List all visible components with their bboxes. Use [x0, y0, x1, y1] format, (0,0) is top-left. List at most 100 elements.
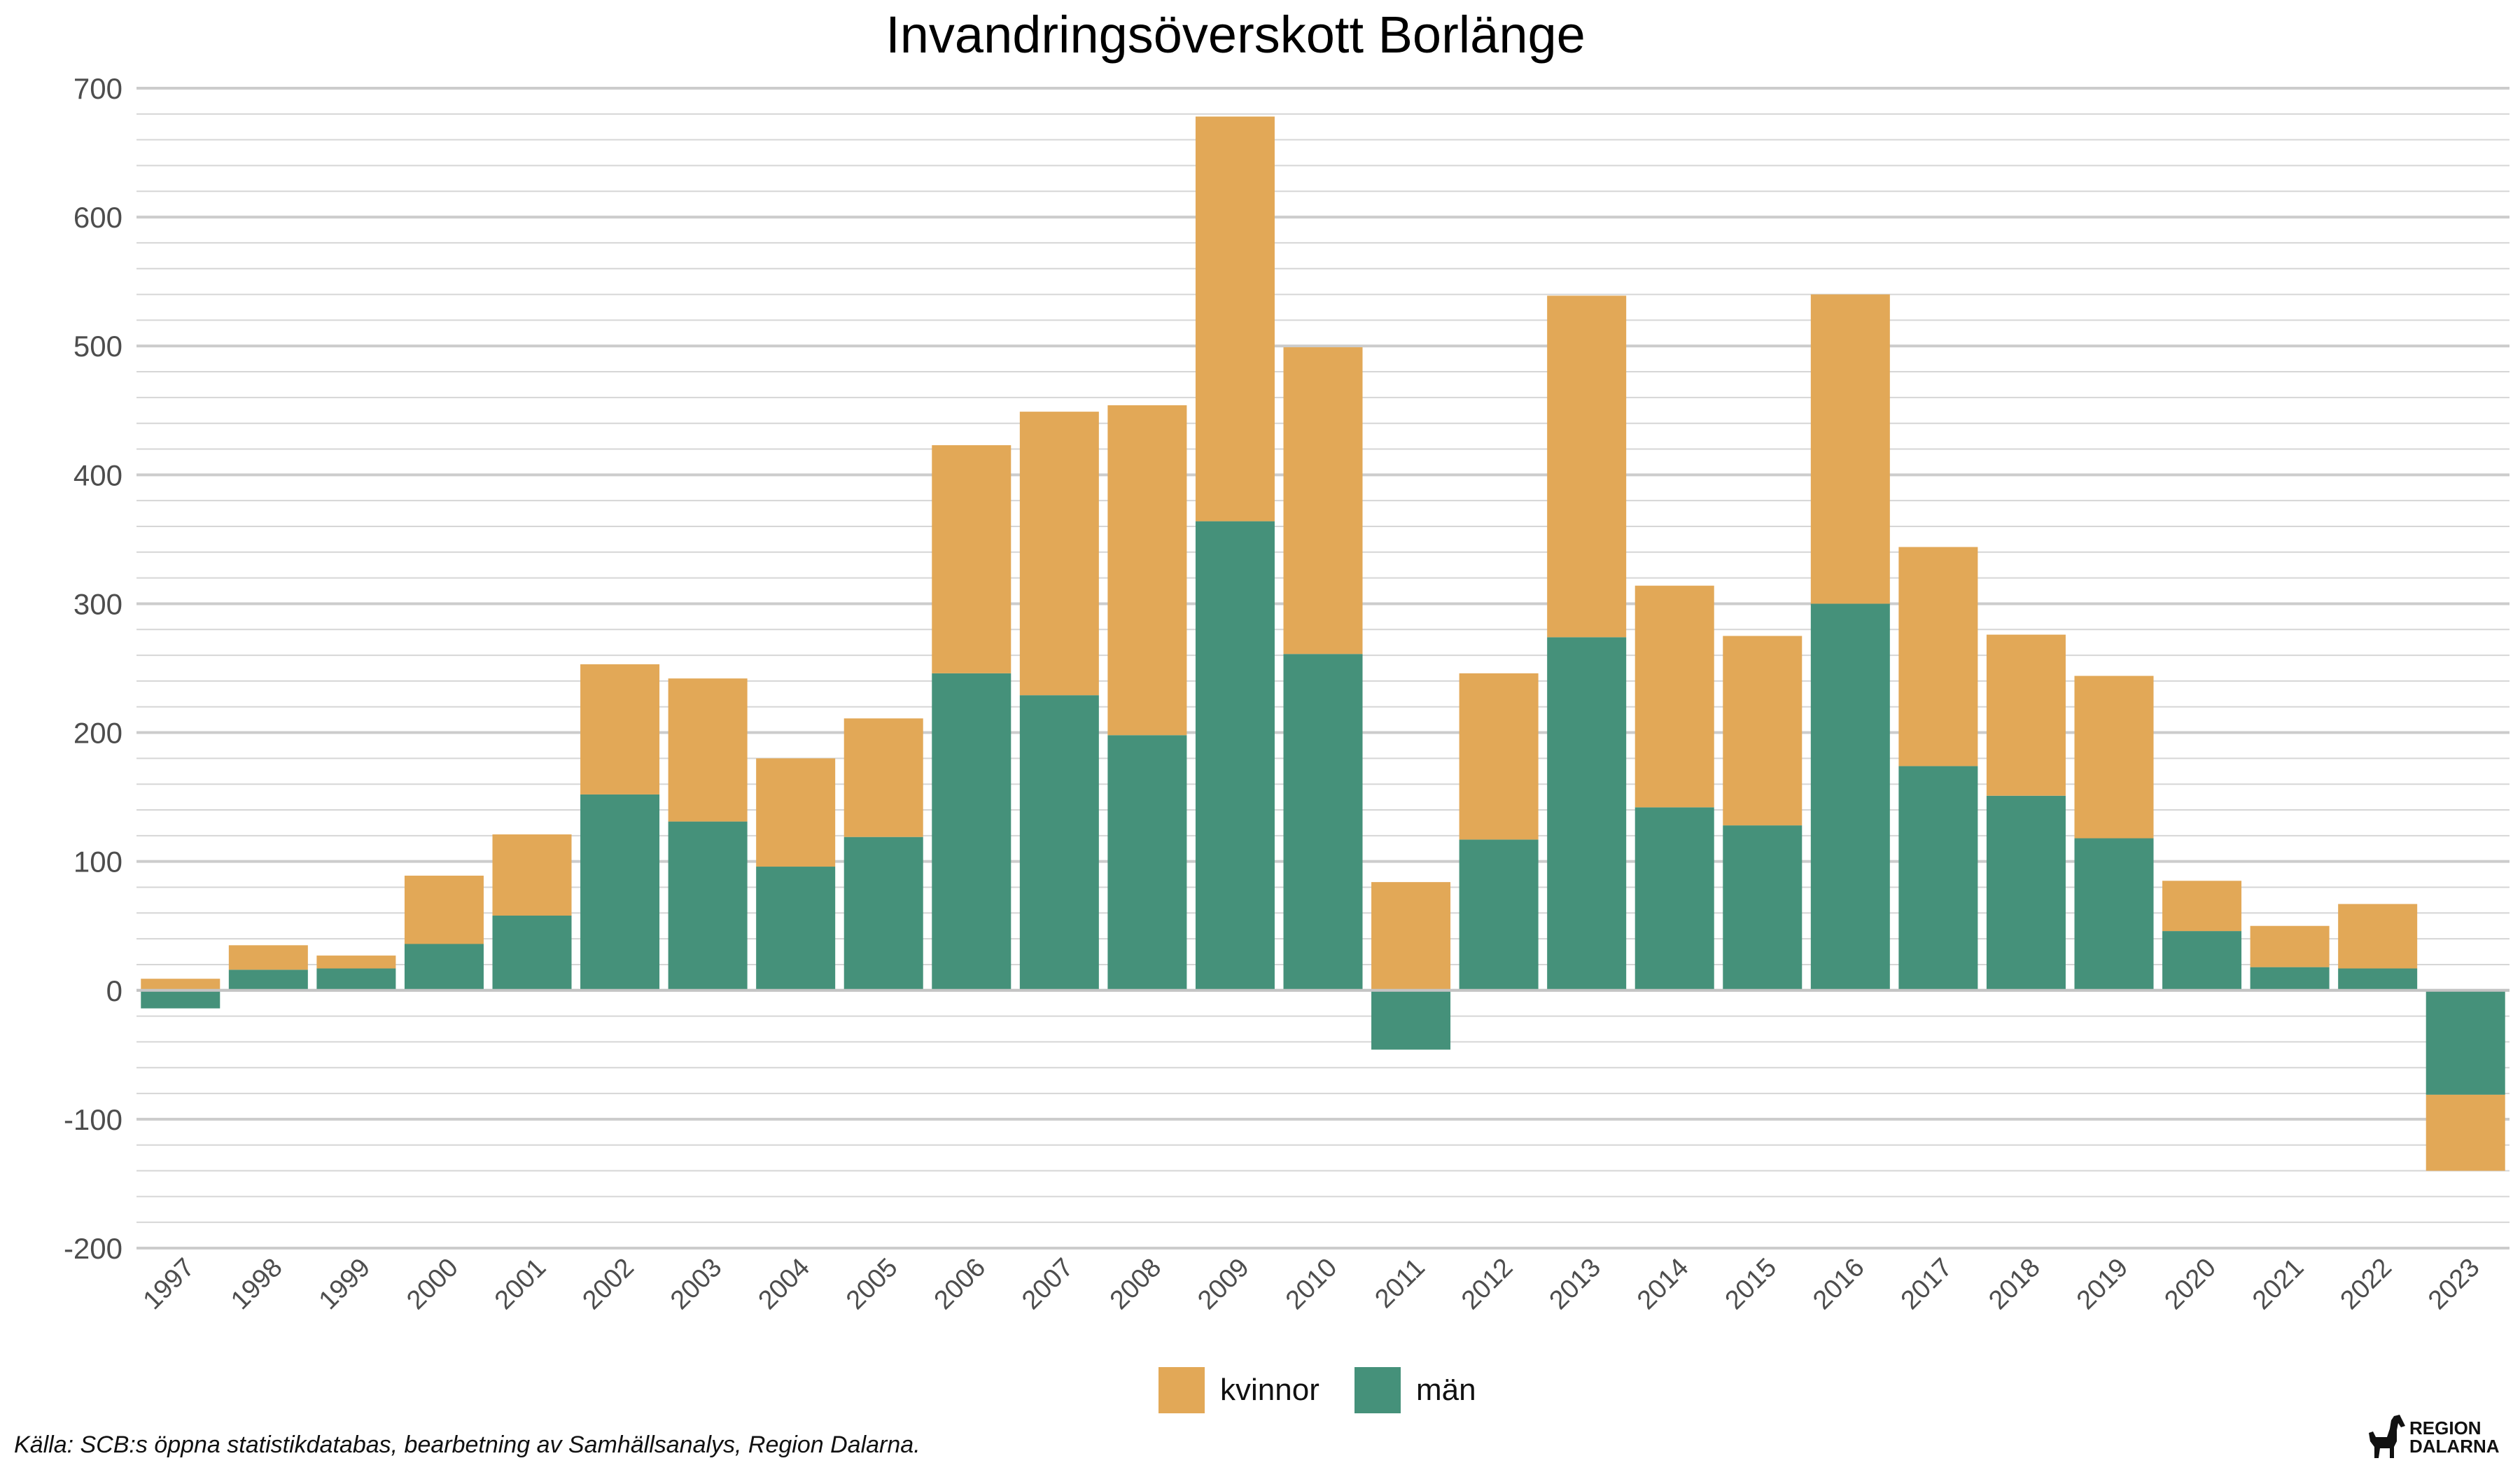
- y-tick-label: 100: [74, 846, 122, 878]
- x-tick-label: 1997: [138, 1253, 200, 1315]
- bar-man-2020: [2162, 931, 2242, 990]
- y-tick-label: -200: [64, 1232, 122, 1265]
- bar-man-2004: [756, 867, 836, 990]
- legend: kvinnor män: [1158, 1367, 1476, 1413]
- logo-text-line1: REGION: [2409, 1418, 2482, 1438]
- bar-man-2003: [668, 821, 748, 990]
- bar-kvinnor-2011: [1371, 882, 1451, 990]
- logo-text-line2: DALARNA: [2409, 1436, 2500, 1457]
- bar-kvinnor-2002: [580, 664, 660, 794]
- bar-kvinnor-2003: [668, 678, 748, 822]
- bar-man-1999: [316, 968, 396, 990]
- bar-man-2000: [404, 944, 484, 990]
- bar-man-1997: [141, 990, 220, 1009]
- bar-man-2014: [1634, 807, 1714, 990]
- bar-man-2001: [492, 915, 572, 990]
- bar-kvinnor-2007: [1019, 412, 1099, 696]
- y-tick-label: 400: [74, 458, 122, 491]
- bar-man-2011: [1371, 990, 1451, 1050]
- bar-man-2012: [1459, 839, 1539, 990]
- x-tick-label: 2010: [1280, 1253, 1343, 1315]
- x-tick-label: 2022: [2335, 1253, 2398, 1315]
- x-tick-label: 2003: [665, 1253, 727, 1315]
- bar-man-2002: [580, 794, 660, 990]
- x-tick-label: 2005: [841, 1253, 903, 1315]
- bar-kvinnor-2005: [844, 718, 923, 837]
- bar-man-2010: [1283, 654, 1363, 990]
- y-tick-label: 0: [106, 974, 122, 1007]
- x-tick-label: 2006: [929, 1253, 991, 1315]
- x-tick-label: 2008: [1105, 1253, 1167, 1315]
- x-tick-label: 2007: [1016, 1253, 1079, 1315]
- y-tick-label: 600: [74, 201, 122, 234]
- x-tick-label: 2014: [1632, 1253, 1694, 1315]
- y-tick-label: 700: [74, 72, 122, 105]
- bar-kvinnor-2000: [404, 875, 484, 944]
- y-tick-label: -100: [64, 1103, 122, 1136]
- bar-man-2019: [2074, 838, 2154, 990]
- bar-kvinnor-1998: [228, 945, 308, 970]
- bar-kvinnor-2013: [1547, 295, 1627, 638]
- bar-man-1998: [228, 969, 308, 990]
- bar-kvinnor-2016: [1810, 294, 1890, 604]
- bar-kvinnor-2021: [2250, 925, 2330, 967]
- legend-label-kvinnor: kvinnor: [1220, 1373, 1320, 1407]
- bar-kvinnor-1999: [316, 955, 396, 969]
- legend-swatch-kvinnor: [1158, 1367, 1205, 1413]
- bar-kvinnor-2006: [932, 444, 1011, 673]
- bar-kvinnor-2019: [2074, 676, 2154, 839]
- bar-kvinnor-2015: [1723, 636, 1802, 826]
- x-tick-label: 1998: [225, 1253, 288, 1315]
- chart-title: Invandringsöverskott Borlänge: [886, 6, 1586, 64]
- bar-kvinnor-2023: [2426, 1094, 2505, 1171]
- bar-kvinnor-2012: [1459, 673, 1539, 840]
- bar-kvinnor-2010: [1283, 347, 1363, 654]
- bar-man-2008: [1107, 735, 1187, 990]
- y-tick-label: 300: [74, 587, 122, 620]
- bar-man-2006: [932, 673, 1011, 990]
- y-tick-label: 200: [74, 717, 122, 750]
- bar-kvinnor-2004: [756, 758, 836, 867]
- y-tick-label: 500: [74, 330, 122, 363]
- bar-kvinnor-2018: [1986, 634, 2066, 796]
- legend-label-man: män: [1416, 1373, 1476, 1407]
- bar-man-2022: [2338, 968, 2418, 990]
- x-tick-label: 2020: [2159, 1253, 2221, 1315]
- bar-man-2023: [2426, 990, 2505, 1095]
- bar-man-2018: [1986, 795, 2066, 990]
- x-tick-label: 2019: [2071, 1253, 2134, 1315]
- x-tick-label: 2000: [401, 1253, 463, 1315]
- x-tick-label: 2015: [1720, 1253, 1782, 1315]
- x-tick-label: 2001: [489, 1253, 552, 1315]
- bar-man-2007: [1019, 695, 1099, 990]
- x-tick-label: 1999: [314, 1253, 376, 1315]
- bar-man-2009: [1195, 521, 1275, 990]
- bars-group: [141, 116, 2505, 1171]
- bar-kvinnor-2014: [1634, 585, 1714, 808]
- region-dalarna-logo: REGION DALARNA: [2366, 1410, 2506, 1465]
- bar-kvinnor-2001: [492, 834, 572, 916]
- x-tick-label: 2016: [1807, 1253, 1870, 1315]
- bar-kvinnor-1997: [141, 979, 220, 990]
- y-tick-labels: -200 -100 0 100 200 300 400 500 600 700: [64, 72, 122, 1265]
- bar-kvinnor-2009: [1195, 116, 1275, 522]
- bar-man-2015: [1723, 825, 1802, 990]
- bar-kvinnor-2017: [1898, 547, 1978, 766]
- x-tick-label: 2011: [1369, 1253, 1430, 1314]
- bar-kvinnor-2008: [1107, 405, 1187, 736]
- x-tick-label: 2002: [577, 1253, 639, 1315]
- x-tick-label: 2013: [1544, 1253, 1606, 1315]
- x-tick-label: 2009: [1192, 1253, 1254, 1315]
- bar-man-2013: [1547, 637, 1627, 990]
- x-tick-label: 2017: [1896, 1253, 1958, 1315]
- legend-swatch-man: [1354, 1367, 1401, 1413]
- bar-kvinnor-2020: [2162, 881, 2242, 932]
- bar-kvinnor-2022: [2338, 904, 2418, 969]
- dalahorse-icon: [2369, 1415, 2405, 1458]
- source-caption: Källa: SCB:s öppna statistikdatabas, bea…: [14, 1432, 920, 1458]
- x-tick-label: 2021: [2247, 1253, 2309, 1315]
- x-tick-labels: 1997 1998 1999 2000 2001 2002 2003 2004 2005 2006…: [138, 1253, 2486, 1315]
- x-tick-label: 2023: [2423, 1253, 2485, 1315]
- x-tick-label: 2018: [1983, 1253, 2045, 1315]
